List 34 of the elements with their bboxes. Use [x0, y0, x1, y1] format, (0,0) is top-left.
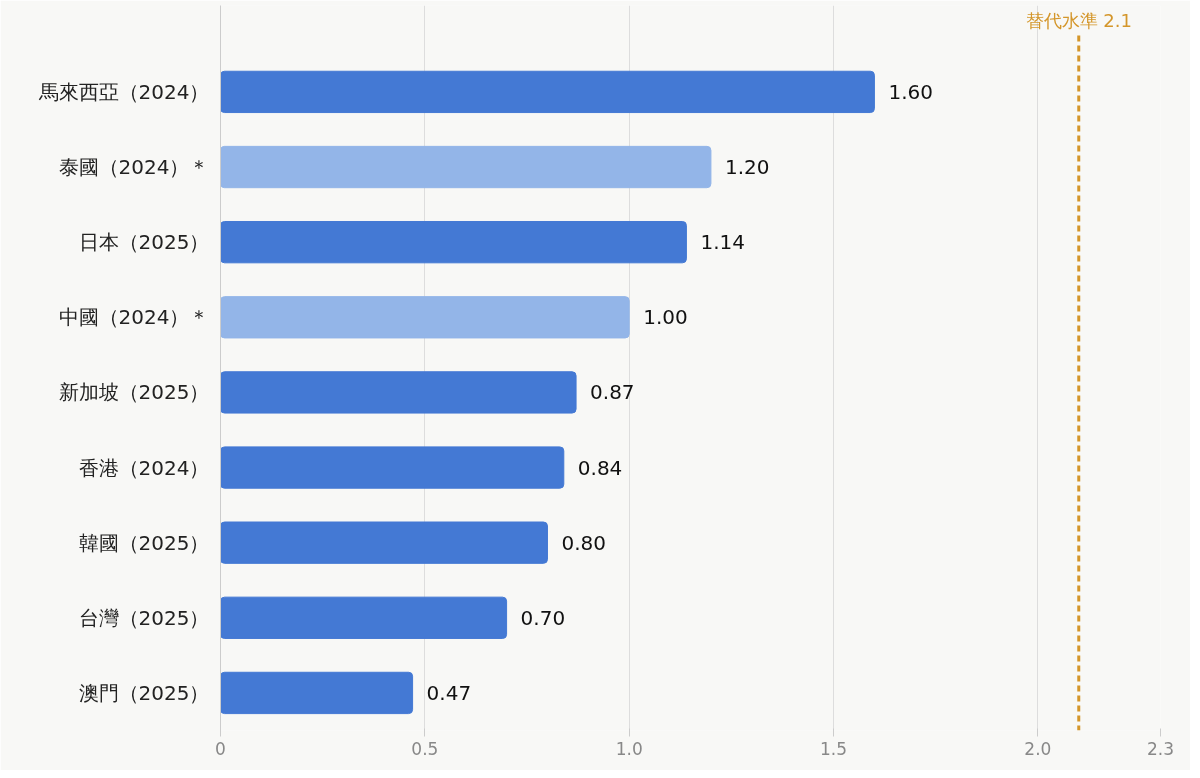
bar [220, 521, 548, 564]
bar [220, 596, 508, 639]
y-tick-label: 韓國（2025） [78, 530, 210, 555]
x-tick-label: 2.0 [1024, 738, 1052, 759]
x-tick-label: 1.5 [820, 738, 848, 759]
x-tick-label: 2.3 [1146, 738, 1175, 759]
y-tick-label: 香港（2024） [78, 455, 210, 480]
data-label: 1.20 [724, 155, 770, 180]
bar [220, 221, 687, 264]
bar [220, 296, 630, 339]
bar [220, 70, 875, 114]
data-label: 0.87 [590, 380, 635, 405]
data-label: 0.47 [426, 680, 472, 705]
x-tick-label: 0 [215, 738, 226, 759]
y-tick-label: 澳門（2025） [78, 680, 210, 705]
y-tick-label: 泰國（2024）＊ [58, 155, 210, 180]
data-label: 1.60 [888, 79, 933, 104]
data-label: 1.00 [643, 305, 688, 330]
bar [220, 446, 565, 489]
bar [220, 671, 414, 715]
y-tick-label: 新加坡（2025） [58, 380, 210, 405]
y-tick-label: 台灣（2025） [78, 605, 210, 630]
data-label: 0.80 [561, 530, 606, 555]
y-tick-label: 中國（2024）＊ [58, 305, 210, 330]
ref-line-label: 替代水準 2.1 [1025, 10, 1132, 32]
y-tick-label: 日本（2025） [78, 230, 210, 255]
data-label: 1.14 [700, 230, 745, 255]
data-label: 0.84 [577, 455, 623, 480]
x-tick-label: 0.5 [411, 738, 439, 759]
data-label: 0.70 [520, 605, 566, 630]
bar [220, 145, 712, 189]
bar [220, 371, 577, 414]
y-tick-label: 馬來西亞（2024） [37, 79, 210, 104]
x-tick-label: 1.0 [615, 738, 643, 759]
